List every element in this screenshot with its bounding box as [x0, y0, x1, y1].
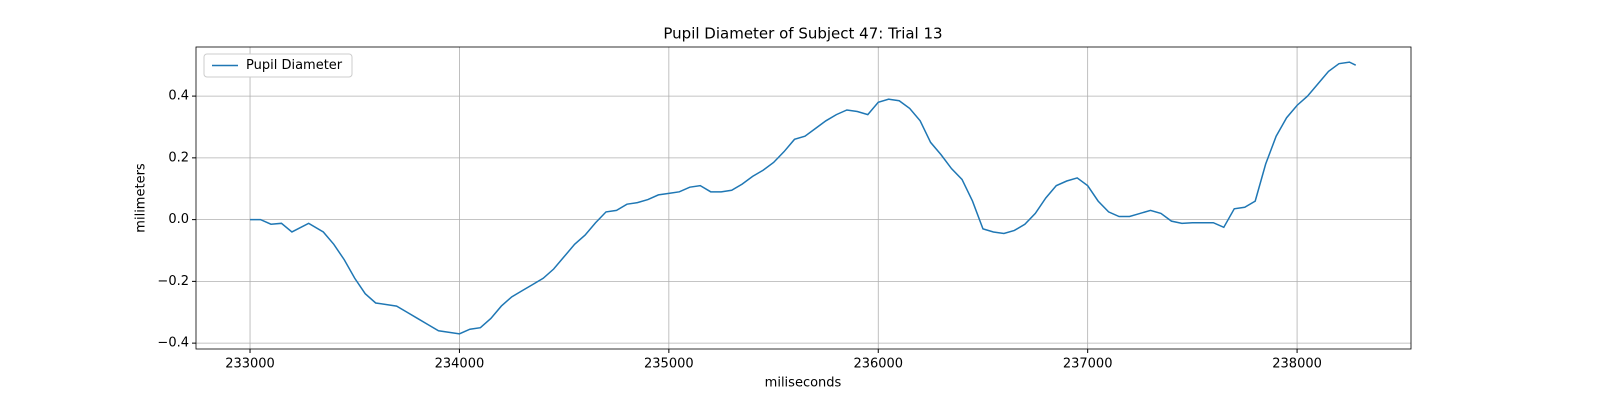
x-tick-label: 238000 — [1272, 357, 1322, 372]
legend-box — [203, 53, 353, 78]
x-tick-label: 236000 — [853, 357, 903, 372]
x-tick-label: 234000 — [435, 357, 485, 372]
y-axis-label: milimeters — [134, 163, 149, 233]
legend-label: Pupil Diameter — [246, 58, 343, 73]
x-tick-label: 237000 — [1063, 357, 1113, 372]
x-tick-label: 235000 — [644, 357, 694, 372]
data-line — [250, 61, 1357, 335]
plot-frame — [195, 46, 1412, 350]
x-axis-label: miliseconds — [765, 376, 842, 391]
y-tick-label: 0.2 — [168, 150, 189, 165]
y-tick-label: 0.0 — [168, 212, 189, 227]
y-tick-label: −0.2 — [157, 274, 189, 289]
x-tick-label: 233000 — [225, 357, 275, 372]
y-tick-label: −0.4 — [157, 336, 189, 351]
y-tick-label: 0.4 — [168, 89, 189, 104]
chart-title: Pupil Diameter of Subject 47: Trial 13 — [663, 25, 942, 43]
